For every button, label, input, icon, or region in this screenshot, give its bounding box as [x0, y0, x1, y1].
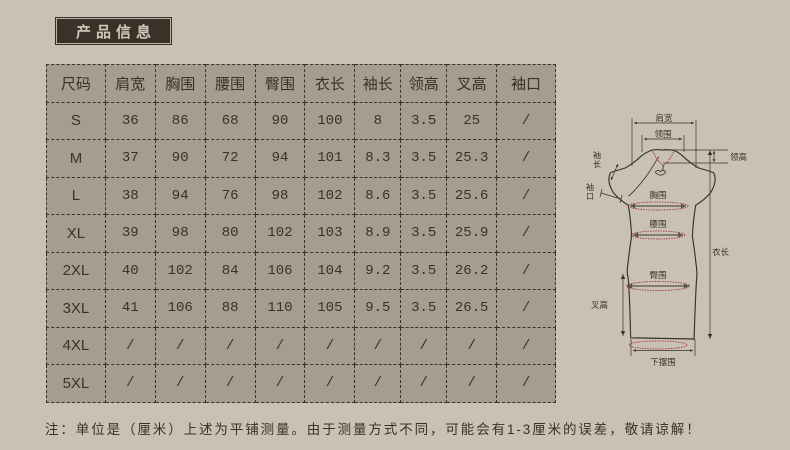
svg-text:腰围: 腰围	[649, 219, 666, 229]
svg-text:袖: 袖	[586, 182, 594, 192]
svg-text:领围: 领围	[654, 129, 671, 139]
svg-text:臀围: 臀围	[649, 270, 666, 280]
svg-text:袖: 袖	[593, 150, 601, 160]
svg-text:下摆围: 下摆围	[650, 357, 676, 367]
svg-text:领高: 领高	[730, 152, 747, 162]
svg-text:衣长: 衣长	[712, 247, 730, 257]
svg-text:口: 口	[586, 192, 594, 201]
svg-text:叉高: 叉高	[591, 300, 608, 310]
svg-text:胸围: 胸围	[649, 190, 666, 200]
svg-text:肩宽: 肩宽	[655, 113, 673, 123]
svg-text:长: 长	[593, 159, 601, 169]
